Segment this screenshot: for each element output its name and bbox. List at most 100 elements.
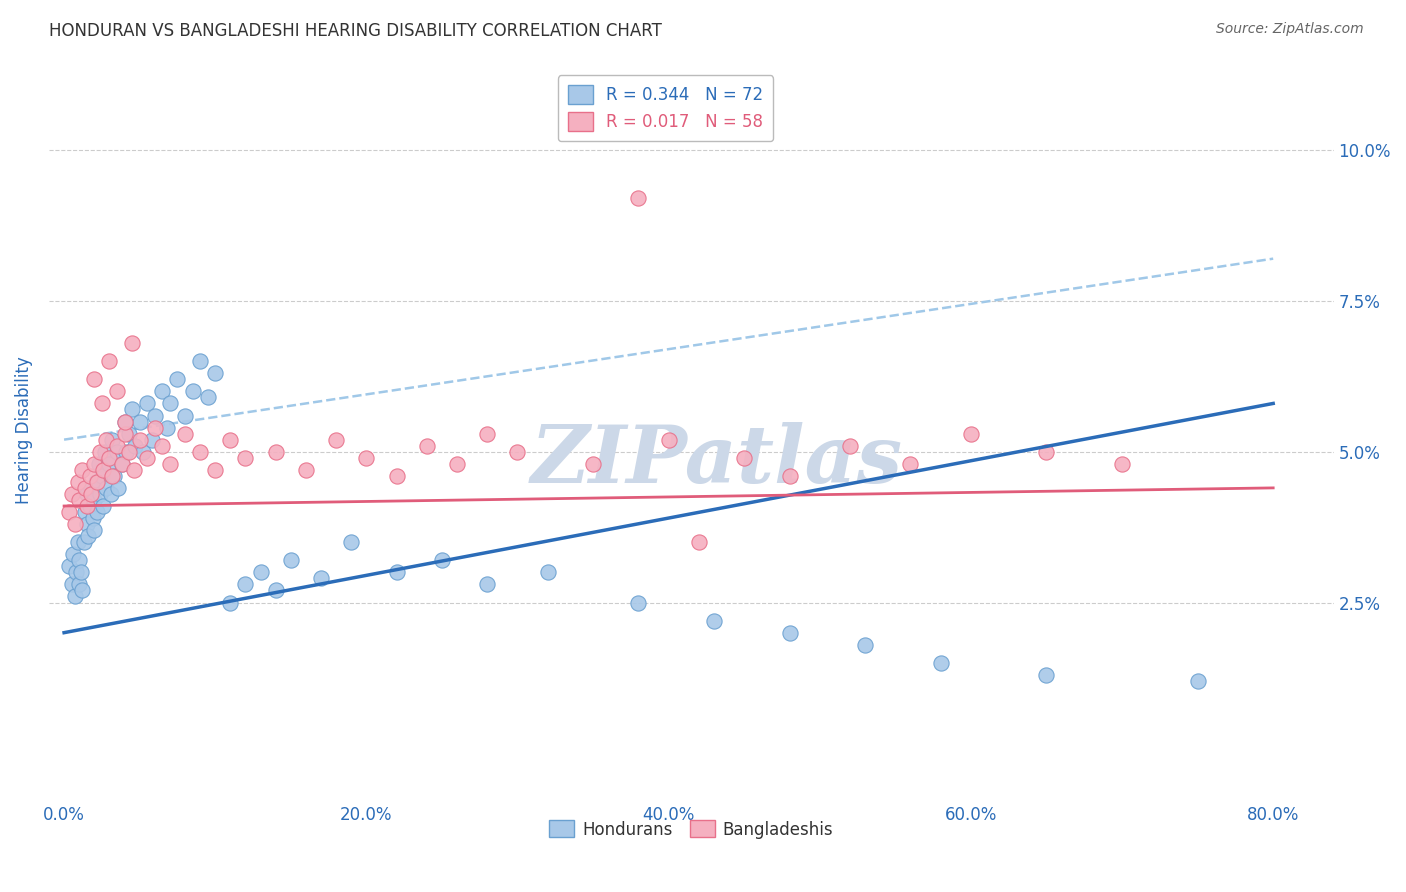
Point — [446, 457, 468, 471]
Point — [141, 433, 163, 447]
Point — [1111, 457, 1133, 471]
Point — [477, 577, 499, 591]
Point — [66, 475, 89, 489]
Point — [66, 535, 89, 549]
Point — [627, 595, 650, 609]
Point — [703, 614, 725, 628]
Point — [124, 439, 146, 453]
Point — [264, 583, 287, 598]
Point — [69, 566, 91, 580]
Point — [181, 384, 204, 399]
Point — [430, 553, 453, 567]
Point — [166, 372, 188, 386]
Point — [89, 487, 111, 501]
Point — [110, 457, 132, 471]
Point — [67, 577, 90, 591]
Point — [105, 444, 128, 458]
Point — [131, 444, 153, 458]
Point — [174, 426, 197, 441]
Point — [118, 444, 141, 458]
Point — [65, 566, 87, 580]
Point — [356, 450, 378, 465]
Point — [121, 402, 143, 417]
Point — [90, 396, 112, 410]
Point — [86, 475, 108, 489]
Point — [188, 444, 211, 458]
Point — [115, 444, 138, 458]
Point — [295, 463, 318, 477]
Point — [537, 566, 560, 580]
Point — [506, 444, 529, 458]
Point — [79, 499, 101, 513]
Point — [188, 354, 211, 368]
Text: Source: ZipAtlas.com: Source: ZipAtlas.com — [1216, 22, 1364, 37]
Point — [77, 529, 100, 543]
Point — [80, 481, 103, 495]
Point — [839, 439, 862, 453]
Point — [143, 409, 166, 423]
Point — [416, 439, 439, 453]
Point — [83, 372, 105, 386]
Point — [80, 487, 103, 501]
Text: ZIPatlas: ZIPatlas — [531, 422, 903, 499]
Point — [76, 517, 98, 532]
Point — [960, 426, 983, 441]
Point — [100, 487, 122, 501]
Point — [219, 433, 242, 447]
Point — [93, 463, 115, 477]
Point — [264, 444, 287, 458]
Point — [114, 426, 136, 441]
Point — [101, 433, 124, 447]
Point — [63, 517, 86, 532]
Point — [67, 492, 90, 507]
Point — [82, 511, 104, 525]
Point — [101, 468, 124, 483]
Point — [83, 492, 105, 507]
Point — [159, 396, 181, 410]
Point — [143, 420, 166, 434]
Point — [385, 566, 408, 580]
Point — [73, 535, 96, 549]
Point — [114, 415, 136, 429]
Point — [280, 553, 302, 567]
Point — [105, 384, 128, 399]
Point — [582, 457, 605, 471]
Point — [67, 553, 90, 567]
Point — [1035, 444, 1057, 458]
Point — [83, 457, 105, 471]
Legend: Hondurans, Bangladeshis: Hondurans, Bangladeshis — [543, 814, 841, 846]
Point — [84, 475, 107, 489]
Point — [76, 499, 98, 513]
Point — [779, 625, 801, 640]
Point — [83, 523, 105, 537]
Point — [110, 457, 132, 471]
Point — [62, 547, 84, 561]
Point — [900, 457, 922, 471]
Point — [235, 577, 257, 591]
Point — [385, 468, 408, 483]
Point — [96, 481, 118, 495]
Point — [105, 439, 128, 453]
Point — [150, 384, 173, 399]
Point — [96, 433, 118, 447]
Point — [93, 499, 115, 513]
Point — [688, 535, 710, 549]
Point — [76, 487, 98, 501]
Point — [159, 457, 181, 471]
Point — [98, 450, 121, 465]
Point — [98, 457, 121, 471]
Point — [929, 656, 952, 670]
Point — [121, 336, 143, 351]
Point — [853, 638, 876, 652]
Point — [658, 433, 681, 447]
Point — [114, 415, 136, 429]
Point — [60, 487, 83, 501]
Point — [1035, 668, 1057, 682]
Point — [58, 505, 80, 519]
Point — [219, 595, 242, 609]
Point — [94, 444, 117, 458]
Point — [627, 191, 650, 205]
Point — [197, 391, 219, 405]
Point — [325, 433, 347, 447]
Point — [86, 505, 108, 519]
